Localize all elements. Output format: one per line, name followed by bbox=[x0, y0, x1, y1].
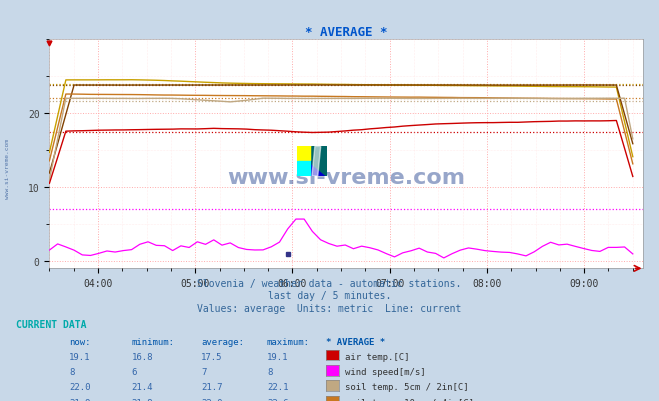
Text: www.si-vreme.com: www.si-vreme.com bbox=[227, 167, 465, 187]
Text: 22.0: 22.0 bbox=[201, 398, 223, 401]
Text: average:: average: bbox=[201, 337, 244, 346]
Polygon shape bbox=[312, 147, 321, 176]
Text: 21.4: 21.4 bbox=[132, 383, 154, 391]
Polygon shape bbox=[312, 162, 326, 176]
Title: * AVERAGE *: * AVERAGE * bbox=[304, 26, 387, 39]
Text: 17.5: 17.5 bbox=[201, 352, 223, 361]
Text: maximum:: maximum: bbox=[267, 337, 310, 346]
Text: 8: 8 bbox=[69, 367, 74, 376]
Polygon shape bbox=[297, 147, 312, 162]
Text: Slovenia / weather data - automatic stations.: Slovenia / weather data - automatic stat… bbox=[197, 279, 462, 289]
Polygon shape bbox=[312, 147, 326, 176]
Text: air temp.[C]: air temp.[C] bbox=[345, 352, 409, 361]
Text: wind speed[m/s]: wind speed[m/s] bbox=[345, 367, 425, 376]
Text: last day / 5 minutes.: last day / 5 minutes. bbox=[268, 291, 391, 301]
Text: 22.0: 22.0 bbox=[69, 383, 91, 391]
Text: CURRENT DATA: CURRENT DATA bbox=[16, 319, 87, 329]
Text: Values: average  Units: metric  Line: current: Values: average Units: metric Line: curr… bbox=[197, 303, 462, 313]
Text: 22.6: 22.6 bbox=[267, 398, 289, 401]
Text: 21.8: 21.8 bbox=[132, 398, 154, 401]
Text: 21.9: 21.9 bbox=[69, 398, 91, 401]
Text: 16.8: 16.8 bbox=[132, 352, 154, 361]
Text: now:: now: bbox=[69, 337, 91, 346]
Polygon shape bbox=[297, 162, 312, 176]
Text: 19.1: 19.1 bbox=[267, 352, 289, 361]
Text: minimum:: minimum: bbox=[132, 337, 175, 346]
Text: 19.1: 19.1 bbox=[69, 352, 91, 361]
Text: soil temp. 5cm / 2in[C]: soil temp. 5cm / 2in[C] bbox=[345, 383, 469, 391]
Text: 7: 7 bbox=[201, 367, 206, 376]
Text: * AVERAGE *: * AVERAGE * bbox=[326, 337, 386, 346]
Text: 6: 6 bbox=[132, 367, 137, 376]
Text: 21.7: 21.7 bbox=[201, 383, 223, 391]
Text: 8: 8 bbox=[267, 367, 272, 376]
Text: 22.1: 22.1 bbox=[267, 383, 289, 391]
Text: www.si-vreme.com: www.si-vreme.com bbox=[5, 138, 11, 198]
Text: soil temp. 10cm / 4in[C]: soil temp. 10cm / 4in[C] bbox=[345, 398, 474, 401]
